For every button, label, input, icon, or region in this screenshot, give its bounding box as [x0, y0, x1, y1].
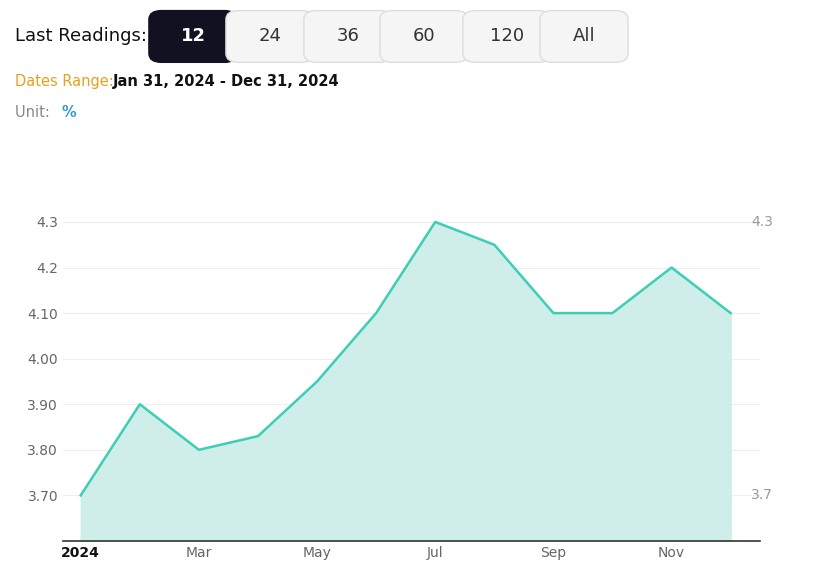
Text: Last Readings:: Last Readings:: [15, 28, 147, 45]
Text: Unit:: Unit:: [15, 105, 55, 121]
Text: 120: 120: [490, 28, 524, 45]
Text: %: %: [61, 105, 76, 121]
Text: 3.7: 3.7: [751, 489, 773, 502]
Text: All: All: [573, 28, 596, 45]
Text: 24: 24: [259, 28, 281, 45]
Text: 4.3: 4.3: [751, 215, 773, 229]
Text: Jan 31, 2024 - Dec 31, 2024: Jan 31, 2024 - Dec 31, 2024: [113, 74, 339, 89]
Text: 60: 60: [412, 28, 435, 45]
Text: 36: 36: [337, 28, 360, 45]
Text: 12: 12: [181, 28, 206, 45]
Text: Dates Range:: Dates Range:: [15, 74, 118, 89]
